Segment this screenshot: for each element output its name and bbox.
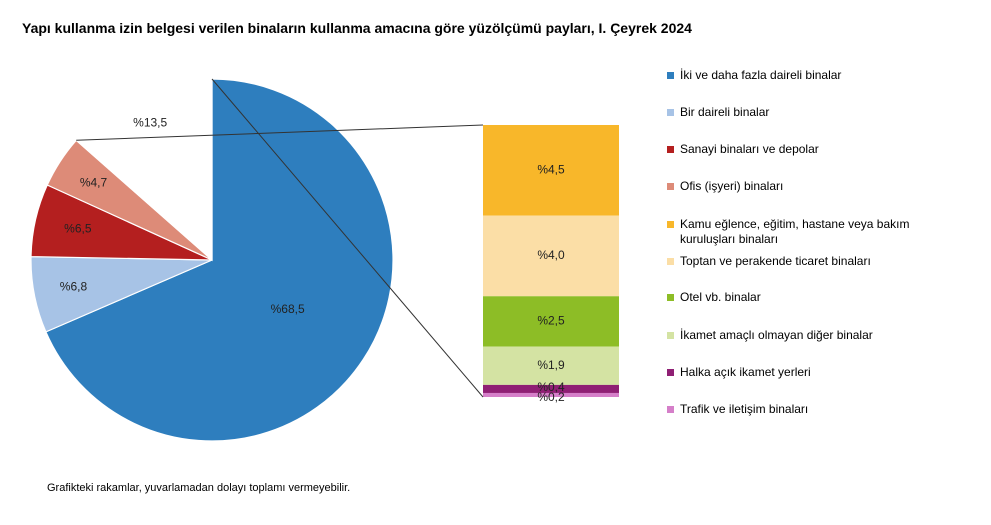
- legend-swatch: [667, 258, 674, 265]
- bar-segment: [483, 392, 619, 397]
- legend-label: İki ve daha fazla daireli binalar: [680, 68, 842, 82]
- legend-label: Sanayi binaları ve depolar: [680, 142, 819, 156]
- legend-swatch: [667, 221, 674, 228]
- legend-item: Trafik ve iletişim binaları: [667, 402, 940, 417]
- pie-slice: [75, 78, 213, 262]
- bar-segment: [483, 384, 619, 393]
- pie-slice-label: %13,5: [133, 115, 167, 129]
- chart-title: Yapı kullanma izin belgesi verilen binal…: [22, 20, 692, 36]
- bar-segment-label: %4,5: [537, 163, 565, 177]
- legend-item: Otel vb. binalar: [667, 290, 940, 305]
- legend-item: İki ve daha fazla daireli binalar: [667, 68, 940, 83]
- legend-item: Kamu eğlence, eğitim, hastane veya bakım…: [667, 217, 940, 247]
- legend-item: İkamet amaçlı olmayan diğer binalar: [667, 328, 940, 343]
- bar-segment-label: %0,4: [537, 380, 565, 394]
- bar-segment-label: %4,0: [537, 248, 565, 262]
- pie-slice-label: %6,5: [64, 222, 92, 236]
- pie-slice-label: %6,8: [60, 279, 88, 293]
- bar-segment: [483, 296, 619, 347]
- legend-swatch: [667, 369, 674, 376]
- legend-swatch: [667, 146, 674, 153]
- pie-slice-label: %68,5: [271, 302, 305, 316]
- connector-line: [211, 78, 484, 398]
- legend-swatch: [667, 183, 674, 190]
- bar-segment: [483, 346, 619, 385]
- legend-label: Ofis (işyeri) binaları: [680, 179, 784, 193]
- legend-label: Halka açık ikamet yerleri: [680, 365, 811, 379]
- legend-label: Bir daireli binalar: [680, 105, 770, 119]
- legend-item: Sanayi binaları ve depolar: [667, 142, 940, 157]
- pie-slice-label: %4,7: [80, 175, 108, 189]
- legend-swatch: [667, 332, 674, 339]
- bar-segment: [483, 215, 619, 297]
- legend-label: İkamet amaçlı olmayan diğer binalar: [680, 328, 873, 342]
- legend-label: Kamu eğlence, eğitim, hastane veya bakım…: [680, 217, 910, 246]
- legend-item: Ofis (işyeri) binaları: [667, 179, 940, 194]
- bar-segment-label: %2,5: [537, 314, 565, 328]
- connector-line: [76, 124, 484, 141]
- footnote: Grafikteki rakamlar, yuvarlamadan dolayı…: [47, 482, 351, 494]
- bar-segment-label: %1,9: [537, 358, 565, 372]
- bar-segment: [483, 125, 619, 216]
- legend-label: Otel vb. binalar: [680, 290, 761, 304]
- pie-slice: [45, 78, 394, 442]
- legend-swatch: [667, 109, 674, 116]
- legend-swatch: [667, 294, 674, 301]
- legend-item: Bir daireli binalar: [667, 105, 940, 120]
- legend-label: Trafik ve iletişim binaları: [680, 402, 809, 416]
- legend-item: Toptan ve perakende ticaret binaları: [667, 254, 940, 269]
- legend-item: Halka açık ikamet yerleri: [667, 365, 940, 380]
- bar-segment-label: %0,2: [537, 390, 565, 404]
- legend-swatch: [667, 72, 674, 79]
- legend-swatch: [667, 406, 674, 413]
- legend-label: Toptan ve perakende ticaret binaları: [680, 254, 871, 268]
